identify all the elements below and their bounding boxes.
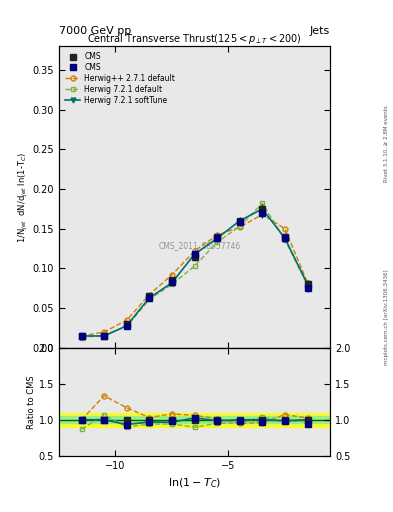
Text: 7000 GeV pp: 7000 GeV pp bbox=[59, 26, 131, 36]
Text: mcplots.cern.ch [arXiv:1306.3436]: mcplots.cern.ch [arXiv:1306.3436] bbox=[384, 270, 389, 365]
Text: CMS_2011_S8957746: CMS_2011_S8957746 bbox=[159, 241, 241, 250]
Y-axis label: Ratio to CMS: Ratio to CMS bbox=[27, 375, 36, 429]
Text: Rivet 3.1.10, ≥ 2.8M events: Rivet 3.1.10, ≥ 2.8M events bbox=[384, 105, 389, 182]
Legend: CMS, CMS, Herwig++ 2.7.1 default, Herwig 7.2.1 default, Herwig 7.2.1 softTune: CMS, CMS, Herwig++ 2.7.1 default, Herwig… bbox=[63, 50, 177, 107]
X-axis label: $\ln(1-T_C)$: $\ln(1-T_C)$ bbox=[168, 476, 221, 489]
Title: Central Transverse Thrust$(125 < p_{\perp T} < 200)$: Central Transverse Thrust$(125 < p_{\per… bbox=[87, 32, 302, 46]
Y-axis label: 1/N$_{jet}$  dN/d$_{jet}$ ln(1-T$_C$): 1/N$_{jet}$ dN/d$_{jet}$ ln(1-T$_C$) bbox=[17, 152, 30, 243]
Text: Jets: Jets bbox=[310, 26, 330, 36]
